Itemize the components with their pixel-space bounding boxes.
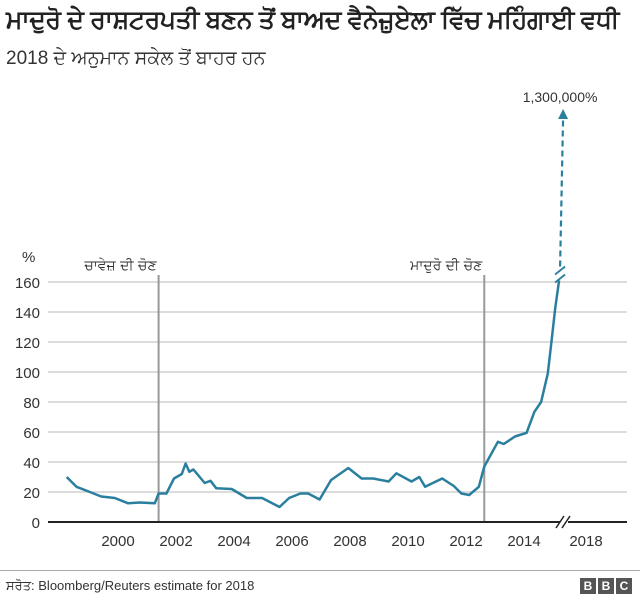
x-tick-label: 2006	[275, 533, 308, 550]
y-tick-label: 100	[15, 365, 40, 382]
x-tick-label: 2002	[159, 533, 192, 550]
y-tick-label: 80	[23, 395, 40, 412]
x-tick-label: 2010	[391, 533, 424, 550]
logo-letter: B	[598, 578, 614, 594]
arrow-up-icon	[558, 109, 569, 119]
y-tick-label: 160	[15, 275, 40, 292]
y-axis-label: %	[22, 249, 35, 266]
x-tick-label: 2004	[217, 533, 250, 550]
estimate-dashed-line	[558, 117, 565, 267]
y-tick-label: 120	[15, 335, 40, 352]
x-tick-label: 2008	[333, 533, 366, 550]
inflation-line	[65, 280, 561, 509]
source-note: ਸਰੋਤ: Bloomberg/Reuters estimate for 201…	[6, 578, 255, 593]
chart-subtitle: 2018 ਦੇ ਅਨੁਮਾਨ ਸਕੇਲ ਤੋਂ ਬਾਹਰ ਹਨ	[6, 48, 266, 69]
footer-divider	[0, 570, 640, 571]
y-tick-label: 20	[23, 485, 40, 502]
chart-title: ਮਾਦੁਰੋ ਦੇ ਰਾਸ਼ਟਰਪਤੀ ਬਣਨ ਤੋਂ ਬਾਅਦ ਵੈਨੇਜ਼ੁ…	[6, 6, 620, 34]
x-tick-label: 2018	[569, 533, 602, 550]
logo-letter: B	[580, 578, 596, 594]
axis-break-icon	[555, 515, 571, 529]
line-break-icon	[554, 265, 566, 284]
y-tick-label: 140	[15, 305, 40, 322]
estimate-label: 1,300,000%	[523, 89, 598, 105]
y-tick-label: 40	[23, 455, 40, 472]
event-label: ਚਾਵੇਜ਼ ਦੀ ਚੋਣ	[83, 258, 157, 274]
x-tick-label: 2014	[507, 533, 540, 550]
event-label: ਮਾਦੁਰੋ ਦੀ ਚੋਣ	[409, 258, 483, 274]
y-tick-label: 60	[23, 425, 40, 442]
inflation-chart: 0 20 40 60 80 100 120 140 160% ਚਾਵੇਜ਼ ਦੀ ਚੋਣ ਮਾਦੁਰ…	[15, 89, 627, 550]
logo-letter: C	[616, 578, 632, 594]
x-tick-label: 2012	[449, 533, 482, 550]
bbc-logo: B B C	[580, 578, 632, 594]
x-tick-label: 2000	[101, 533, 134, 550]
y-tick-label: 0	[32, 515, 40, 532]
